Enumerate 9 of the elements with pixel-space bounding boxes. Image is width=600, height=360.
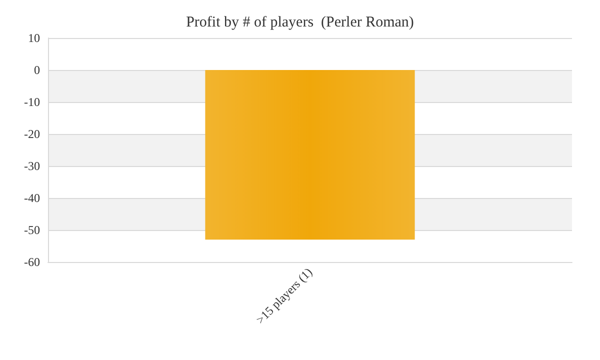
y-tick-label: -50: [24, 223, 40, 237]
y-tick-label: 0: [34, 63, 40, 77]
y-tick-label: -10: [24, 95, 40, 109]
chart-title: Profit by # of players (Perler Roman): [186, 14, 414, 30]
y-tick-label: -40: [24, 191, 40, 205]
y-tick-label: -60: [24, 255, 40, 269]
y-tick-label: 10: [28, 31, 40, 45]
y-tick-label: -30: [24, 159, 40, 173]
y-tick-label: -20: [24, 127, 40, 141]
